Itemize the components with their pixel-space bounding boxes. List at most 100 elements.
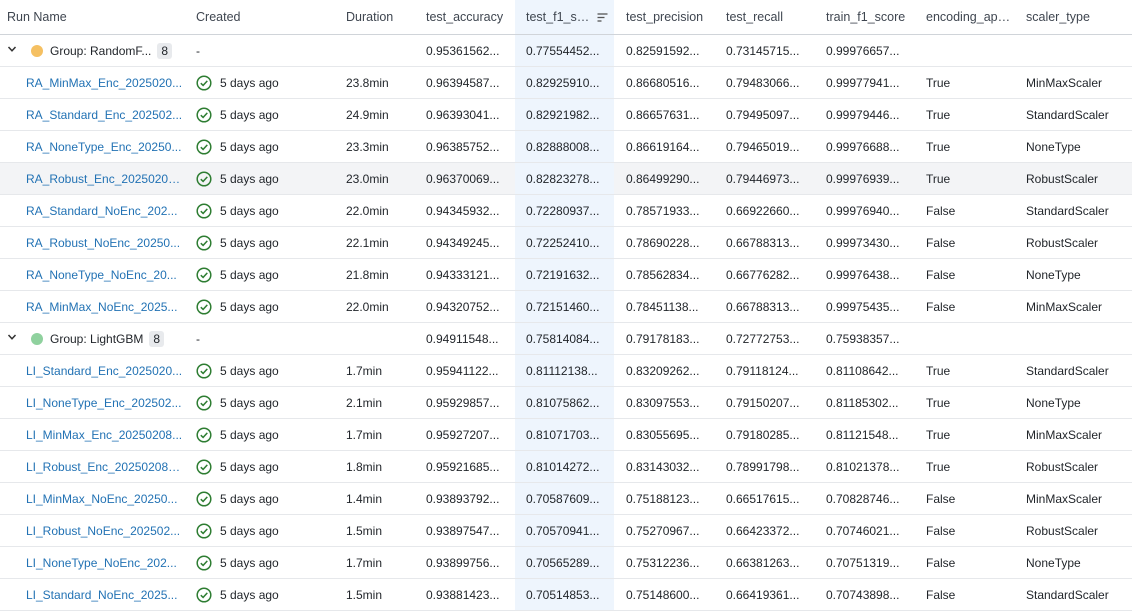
group-row[interactable]: Group: LightGBM 8 - 0.94911548... 0.7581… — [0, 323, 1132, 355]
run-test-accuracy: 0.94345932... — [426, 203, 500, 218]
run-test-accuracy: 0.94333121... — [426, 267, 500, 282]
run-name-link[interactable]: LI_Robust_Enc_20250208_... — [26, 459, 184, 474]
run-test-accuracy: 0.96394587... — [426, 75, 500, 90]
table-row[interactable]: LI_Standard_Enc_2025020... 5 days ago 1.… — [0, 355, 1132, 387]
run-created-cell: 5 days ago — [196, 163, 336, 194]
column-header-test-precision[interactable]: test_precision — [626, 10, 704, 24]
group-color-dot-icon — [31, 332, 43, 345]
run-duration: 21.8min — [346, 267, 389, 282]
table-row[interactable]: LI_Robust_Enc_20250208_... 5 days ago 1.… — [0, 451, 1132, 483]
run-test-f1-score: 0.72280937... — [515, 195, 614, 226]
group-label: Group: RandomF... — [50, 43, 152, 58]
table-row[interactable]: RA_NoneType_Enc_20250... 5 days ago 23.3… — [0, 131, 1132, 163]
check-circle-icon — [196, 138, 212, 155]
group-encoding-cell — [926, 35, 1021, 66]
run-test-recall: 0.66922660... — [726, 203, 800, 218]
column-header-test-f1-score[interactable]: test_f1_score — [515, 0, 614, 34]
group-name-cell[interactable]: Group: LightGBM 8 — [0, 323, 190, 354]
run-train-f1-score: 0.70828746... — [826, 491, 900, 506]
table-row[interactable]: LI_NoneType_Enc_202502... 5 days ago 2.1… — [0, 387, 1132, 419]
run-name-link[interactable]: LI_MinMax_Enc_20250208... — [26, 427, 183, 442]
table-row[interactable]: LI_NoneType_NoEnc_202... 5 days ago 1.7m… — [0, 547, 1132, 579]
table-row[interactable]: RA_Standard_Enc_202502... 5 days ago 24.… — [0, 99, 1132, 131]
chevron-down-icon[interactable] — [7, 44, 21, 57]
run-name-link[interactable]: RA_MinMax_Enc_2025020... — [26, 75, 183, 90]
run-encoding-applied: True — [926, 171, 951, 186]
check-circle-icon — [196, 394, 212, 411]
run-name-link[interactable]: LI_NoneType_Enc_202502... — [26, 395, 182, 410]
run-name-link[interactable]: RA_MinMax_NoEnc_2025... — [26, 299, 178, 314]
run-encoding-applied: False — [926, 299, 956, 314]
run-test-recall: 0.79180285... — [726, 427, 800, 442]
column-header-train-f1-score[interactable]: train_f1_score — [826, 10, 906, 24]
run-name-link[interactable]: RA_Robust_NoEnc_20250... — [26, 235, 181, 250]
run-train-f1-score: 0.99977941... — [826, 75, 900, 90]
run-test-recall: 0.79446973... — [726, 171, 800, 186]
run-encoding-applied: True — [926, 107, 951, 122]
run-created-cell: 5 days ago — [196, 387, 336, 418]
run-name-link[interactable]: LI_MinMax_NoEnc_20250... — [26, 491, 178, 506]
run-test-recall: 0.79495097... — [726, 107, 800, 122]
check-circle-icon — [196, 74, 212, 91]
run-test-accuracy: 0.96385752... — [426, 139, 500, 154]
group-test-precision: 0.79178183... — [626, 331, 700, 346]
run-created-cell: 5 days ago — [196, 131, 336, 162]
run-created-cell: 5 days ago — [196, 515, 336, 546]
run-created-cell: 5 days ago — [196, 291, 336, 322]
run-test-f1-score: 0.72191632... — [515, 259, 614, 290]
column-header-created[interactable]: Created — [196, 10, 241, 24]
check-circle-icon — [196, 426, 212, 443]
sort-lines-icon[interactable] — [597, 12, 608, 23]
column-header-encoding-applied[interactable]: encoding_applie — [926, 10, 1015, 24]
run-test-recall: 0.78991798... — [726, 459, 800, 474]
run-scaler-type: NoneType — [1026, 395, 1081, 410]
run-encoding-applied: True — [926, 395, 951, 410]
run-name-link[interactable]: RA_Robust_Enc_20250208... — [26, 171, 184, 186]
run-name-link[interactable]: RA_Standard_Enc_202502... — [26, 107, 183, 122]
run-test-precision: 0.83143032... — [626, 459, 700, 474]
run-scaler-type: NoneType — [1026, 267, 1081, 282]
table-row[interactable]: LI_Standard_NoEnc_2025... 5 days ago 1.5… — [0, 579, 1132, 611]
check-circle-icon — [196, 106, 212, 123]
run-train-f1-score: 0.70751319... — [826, 555, 900, 570]
run-duration: 1.5min — [346, 523, 383, 538]
run-name-link[interactable]: LI_Robust_NoEnc_202502... — [26, 523, 181, 538]
table-row[interactable]: RA_Robust_Enc_20250208... 5 days ago 23.… — [0, 163, 1132, 195]
run-name-link[interactable]: LI_Standard_Enc_2025020... — [26, 363, 183, 378]
run-encoding-applied: False — [926, 203, 956, 218]
table-row[interactable]: RA_Robust_NoEnc_20250... 5 days ago 22.1… — [0, 227, 1132, 259]
group-created-cell: - — [196, 331, 200, 346]
column-header-scaler-type[interactable]: scaler_type — [1026, 10, 1090, 24]
run-encoding-applied: True — [926, 459, 951, 474]
table-row[interactable]: RA_MinMax_Enc_2025020... 5 days ago 23.8… — [0, 67, 1132, 99]
table-row[interactable]: RA_MinMax_NoEnc_2025... 5 days ago 22.0m… — [0, 291, 1132, 323]
column-header-test-recall[interactable]: test_recall — [726, 10, 783, 24]
column-header-test-accuracy[interactable]: test_accuracy — [426, 10, 504, 24]
table-row[interactable]: LI_MinMax_Enc_20250208... 5 days ago 1.7… — [0, 419, 1132, 451]
column-header-run-name[interactable]: Run Name — [7, 10, 67, 24]
check-circle-icon — [196, 266, 212, 283]
run-test-precision: 0.86619164... — [626, 139, 700, 154]
run-name-link[interactable]: RA_NoneType_Enc_20250... — [26, 139, 182, 154]
run-encoding-applied: True — [926, 427, 951, 442]
table-header: Run Name Created Duration test_accuracy … — [0, 0, 1132, 35]
column-header-duration[interactable]: Duration — [346, 10, 394, 24]
table-row[interactable]: LI_Robust_NoEnc_202502... 5 days ago 1.5… — [0, 515, 1132, 547]
group-name-cell[interactable]: Group: RandomF... 8 — [0, 35, 190, 66]
run-train-f1-score: 0.99979446... — [826, 107, 900, 122]
run-test-f1-score: 0.70570941... — [515, 515, 614, 546]
run-train-f1-score: 0.99975435... — [826, 299, 900, 314]
run-name-link[interactable]: RA_Standard_NoEnc_202... — [26, 203, 178, 218]
table-row[interactable]: RA_NoneType_NoEnc_20... 5 days ago 21.8m… — [0, 259, 1132, 291]
run-name-link[interactable]: LI_NoneType_NoEnc_202... — [26, 555, 177, 570]
run-name-link[interactable]: LI_Standard_NoEnc_2025... — [26, 587, 178, 602]
group-row[interactable]: Group: RandomF... 8 - 0.95361562... 0.77… — [0, 35, 1132, 67]
table-row[interactable]: RA_Standard_NoEnc_202... 5 days ago 22.0… — [0, 195, 1132, 227]
chevron-down-icon[interactable] — [7, 332, 21, 345]
run-train-f1-score: 0.99976939... — [826, 171, 900, 186]
run-scaler-type: StandardScaler — [1026, 203, 1109, 218]
run-name-link[interactable]: RA_NoneType_NoEnc_20... — [26, 267, 177, 282]
run-encoding-applied: False — [926, 235, 956, 250]
table-row[interactable]: LI_MinMax_NoEnc_20250... 5 days ago 1.4m… — [0, 483, 1132, 515]
